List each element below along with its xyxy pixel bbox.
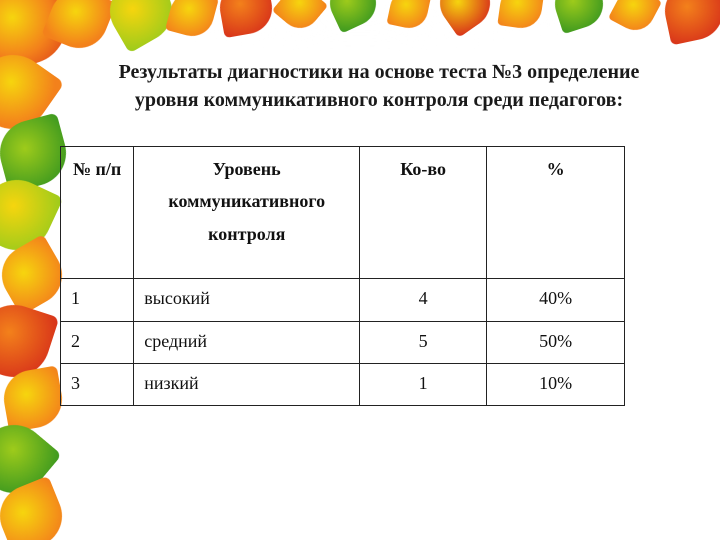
col-header-count: Ко-во: [360, 147, 487, 279]
table-row: 1 высокий 4 40%: [61, 279, 625, 321]
table-row: 2 средний 5 50%: [61, 321, 625, 363]
leaf-icon: [0, 476, 71, 540]
cell-pct: 40%: [487, 279, 625, 321]
table-header-row: № п/п Уровень коммуникативного контроля …: [61, 147, 625, 279]
col-header-pct: %: [487, 147, 625, 279]
cell-num: 3: [61, 363, 134, 405]
col-header-num: № п/п: [61, 147, 134, 279]
cell-count: 4: [360, 279, 487, 321]
col-header-level: Уровень коммуникативного контроля: [134, 147, 360, 279]
cell-count: 1: [360, 363, 487, 405]
page-title: Результаты диагностики на основе теста №…: [90, 58, 668, 114]
results-table: № п/п Уровень коммуникативного контроля …: [60, 146, 625, 406]
cell-level: низкий: [134, 363, 360, 405]
cell-num: 1: [61, 279, 134, 321]
cell-pct: 10%: [487, 363, 625, 405]
leaf-icon: [0, 411, 62, 507]
cell-level: средний: [134, 321, 360, 363]
table-row: 3 низкий 1 10%: [61, 363, 625, 405]
cell-count: 5: [360, 321, 487, 363]
cell-pct: 50%: [487, 321, 625, 363]
cell-num: 2: [61, 321, 134, 363]
cell-level: высокий: [134, 279, 360, 321]
